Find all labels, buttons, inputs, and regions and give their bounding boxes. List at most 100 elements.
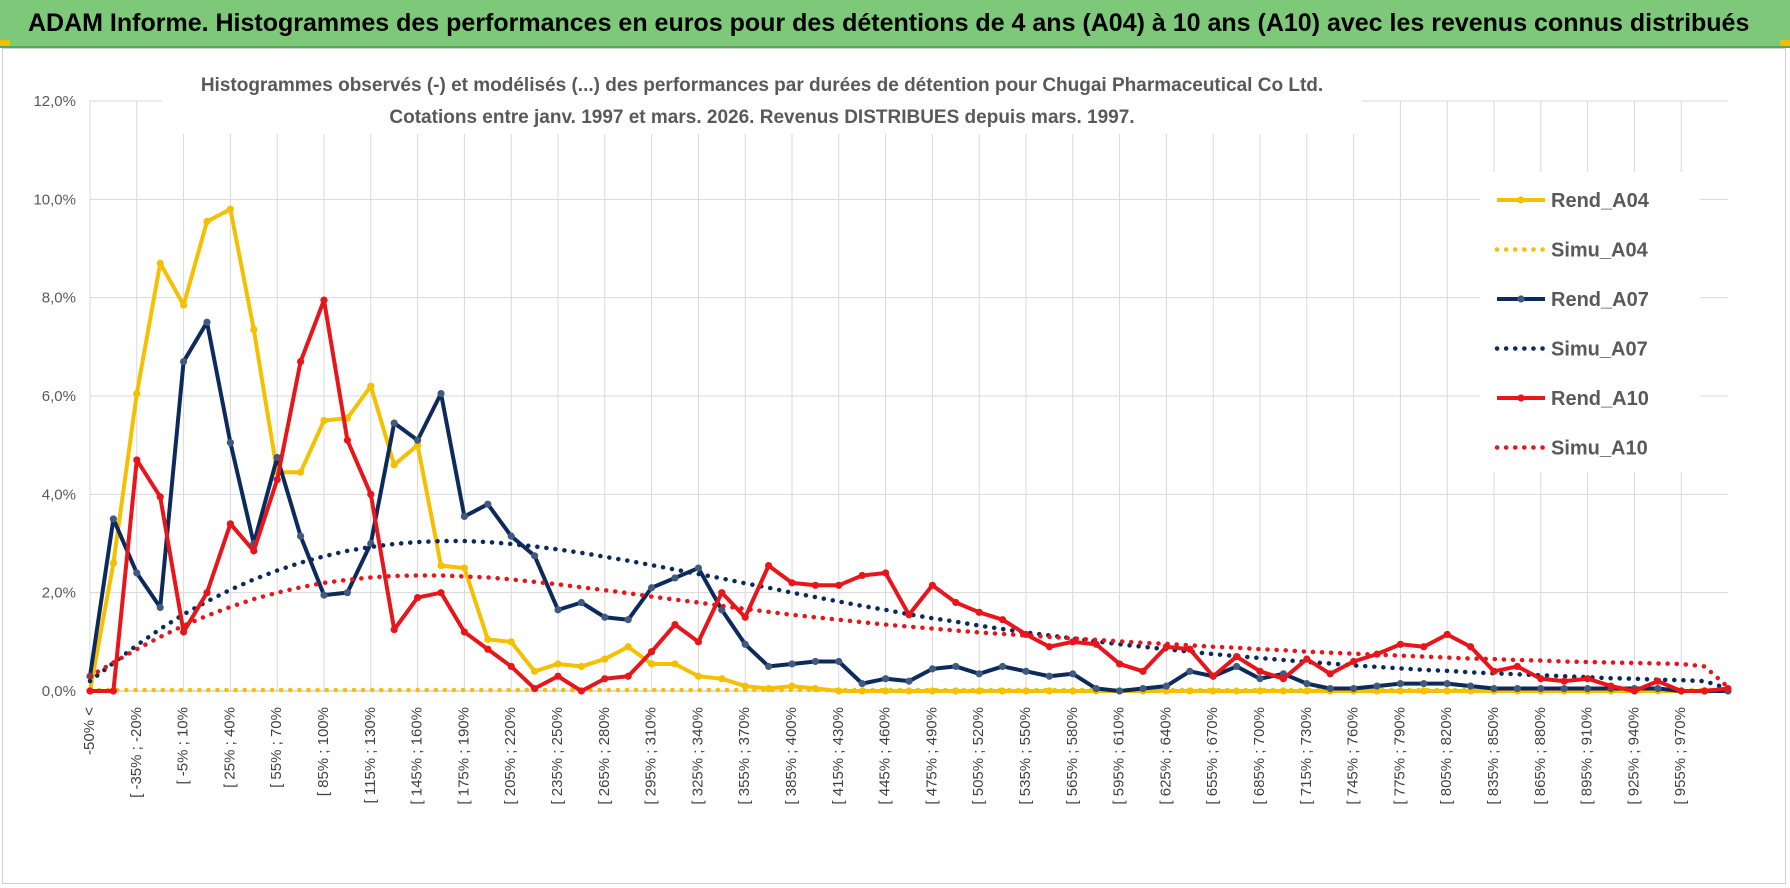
legend-item-rend-a10: Rend_A10 (1497, 388, 1649, 410)
data-point (109, 687, 117, 695)
data-point (1256, 687, 1264, 695)
data-point (1607, 682, 1615, 690)
data-point (320, 591, 328, 599)
data-point (975, 670, 983, 678)
data-point (390, 625, 398, 634)
data-point (1092, 640, 1100, 648)
data-point (531, 552, 539, 560)
data-point (741, 613, 749, 621)
data-point (203, 217, 211, 226)
data-point (1326, 684, 1334, 693)
data-point (1443, 680, 1451, 688)
data-point (273, 453, 281, 462)
data-point (250, 326, 258, 334)
data-point (648, 648, 656, 656)
data-point (531, 667, 539, 675)
data-point (718, 675, 726, 683)
data-point (835, 581, 843, 589)
data-point (1233, 652, 1241, 661)
legend-marker (1517, 295, 1525, 303)
data-point (554, 660, 562, 668)
data-point (1724, 684, 1732, 693)
data-point (414, 441, 422, 449)
data-point (624, 643, 632, 651)
data-point (367, 382, 375, 390)
y-tick-label: 6,0% (42, 388, 76, 405)
x-tick-label: [ 775% ; 790% (1391, 707, 1408, 805)
data-point (624, 672, 632, 680)
data-point (788, 660, 796, 668)
data-point (414, 593, 422, 602)
series-simu-a07 (87, 538, 1731, 691)
x-tick-label: [ 415% ; 430% (830, 707, 847, 805)
banner-corner-right (1780, 40, 1790, 46)
legend-item-rend-a07: Rend_A07 (1497, 289, 1649, 311)
x-axis-ticks: -50% < [ -35% ; -20% [ -5% ; 10% [ 25% ; 40… (81, 707, 1689, 805)
data-point (1537, 675, 1545, 683)
data-point (250, 547, 258, 555)
data-point (928, 581, 937, 589)
data-point (858, 571, 866, 580)
chart-title-line-2: Cotations entre janv. 1997 et mars. 2026… (389, 107, 1134, 128)
data-point (531, 684, 539, 693)
data-point (1677, 687, 1685, 695)
report-banner: ADAM Informe. Histogrammes des performan… (0, 0, 1790, 48)
x-tick-label: [ 85% ; 100% (315, 707, 332, 796)
data-point (507, 532, 515, 540)
y-tick-label: 4,0% (42, 486, 76, 503)
legend-label: Rend_A04 (1551, 190, 1650, 212)
data-point (460, 512, 468, 521)
data-point (226, 520, 234, 528)
data-point (343, 436, 351, 444)
data-point (507, 638, 515, 646)
x-tick-label: [ 265% ; 280% (596, 707, 613, 805)
data-point (180, 357, 188, 366)
series-simu-a10 (87, 573, 1731, 690)
data-point (1092, 684, 1100, 693)
data-point (203, 318, 211, 326)
data-point (1162, 682, 1170, 690)
data-point (1209, 672, 1217, 680)
data-point (507, 662, 515, 671)
data-point (1303, 655, 1311, 663)
data-point (1045, 643, 1053, 651)
data-point (554, 606, 562, 614)
data-point (952, 662, 960, 671)
x-tick-label: [ 595% ; 610% (1111, 707, 1128, 805)
x-tick-label: [ 715% ; 730% (1298, 707, 1315, 805)
x-tick-label: [ 865% ; 880% (1532, 707, 1549, 805)
y-tick-label: 0,0% (42, 683, 76, 700)
data-point (1116, 687, 1124, 695)
data-point (1467, 643, 1475, 651)
data-point (1654, 684, 1662, 693)
x-tick-label: [ 205% ; 220% (502, 707, 519, 805)
data-point (1303, 680, 1311, 688)
data-point (624, 616, 632, 624)
x-tick-label: [ 925% ; 940% (1625, 707, 1642, 805)
data-point (1701, 687, 1709, 695)
data-point (460, 564, 468, 572)
data-point (367, 490, 375, 498)
legend-marker (1517, 394, 1525, 402)
data-point (1022, 667, 1030, 675)
data-point (1186, 645, 1194, 653)
data-point (109, 515, 117, 523)
data-point (858, 680, 866, 688)
x-tick-label: [ 235% ; 250% (549, 707, 566, 805)
x-tick-label: [ 805% ; 820% (1438, 707, 1455, 805)
series-line-simu-a07 (87, 538, 1731, 691)
data-point (109, 559, 117, 567)
data-point (297, 357, 305, 366)
data-point (1654, 677, 1662, 685)
chart-legend: Rend_A04 Simu_A04 Rend_A07 Simu_A07 Rend_A10… (1480, 172, 1700, 472)
data-point (975, 608, 983, 616)
data-point (1279, 675, 1287, 683)
data-point (882, 675, 890, 683)
x-tick-label: [ 685% ; 700% (1251, 707, 1268, 805)
data-point (905, 611, 913, 619)
legend-label: Rend_A07 (1551, 289, 1649, 311)
data-point (1513, 662, 1521, 671)
title-background (162, 66, 1362, 134)
legend-background (1480, 172, 1700, 472)
